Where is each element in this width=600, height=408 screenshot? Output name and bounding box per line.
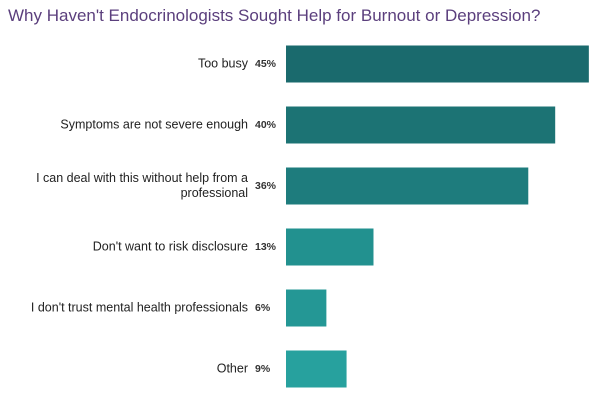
value-label: 36%: [255, 180, 277, 192]
bar: [286, 167, 529, 205]
category-label: Other: [216, 361, 248, 376]
value-label: 9%: [255, 363, 271, 375]
category-label: Symptoms are not severe enough: [60, 117, 248, 132]
value-label: 13%: [255, 241, 277, 253]
bar: [286, 228, 374, 266]
category-label: I can deal with this without help from a…: [36, 171, 248, 200]
bar: [286, 289, 327, 327]
category-label: I don't trust mental health professional…: [30, 300, 248, 315]
category-label: Don't want to risk disclosure: [92, 239, 248, 254]
value-label: 40%: [255, 119, 277, 131]
bar: [286, 45, 589, 83]
bar: [286, 106, 556, 144]
bar: [286, 350, 347, 388]
category-label: Too busy: [197, 56, 248, 71]
value-label: 45%: [255, 58, 277, 70]
chart-title: Why Haven't Endocrinologists Sought Help…: [8, 6, 541, 25]
value-label: 6%: [255, 302, 271, 314]
